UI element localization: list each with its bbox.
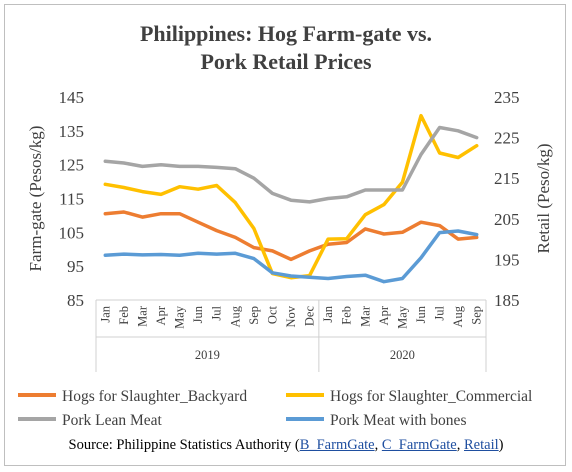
x-group-label: 2019 <box>195 348 220 362</box>
left-axis-tick-label: 115 <box>59 190 84 209</box>
source-suffix: ) <box>498 437 504 453</box>
source-separator: , <box>374 437 382 453</box>
x-tick-label: Jun <box>414 305 428 323</box>
series-line-pork-meat-with-bones <box>103 229 479 284</box>
x-tick-label: Oct <box>265 305 279 324</box>
x-tick-label: Jun <box>191 305 205 323</box>
chart-series <box>103 113 479 284</box>
x-group-label: 2020 <box>390 348 415 362</box>
right-axis-tick-label: 205 <box>494 210 520 229</box>
x-tick-label: May <box>395 305 409 329</box>
x-tick-label: Jul <box>433 305 447 320</box>
right-axis-tick-label: 185 <box>494 291 520 310</box>
legend-label: Hogs for Slaughter_Backyard <box>62 388 247 405</box>
right-axis-tick-label: 195 <box>494 250 520 269</box>
right-axis-tick-label: 225 <box>494 129 520 148</box>
source-link-retail[interactable]: Retail <box>464 437 499 453</box>
right-axis-tick-label: 215 <box>494 169 520 188</box>
x-tick-label: Jul <box>210 305 224 320</box>
chart-title: Philippines: Hog Farm-gate vs. Pork Reta… <box>0 20 572 76</box>
x-tick-label: Apr <box>377 305 391 325</box>
x-tick-label: Sep <box>470 306 484 325</box>
x-tick-label: Sep <box>247 306 261 325</box>
x-tick-label: Aug <box>451 305 465 327</box>
source-link-c-farmgate[interactable]: C_FarmGate <box>381 437 457 453</box>
left-axis-tick-label: 125 <box>59 156 85 175</box>
x-tick-label: Dec <box>303 306 317 327</box>
x-tick-label: Jan <box>321 305 335 322</box>
right-axis-tick-label: 235 <box>494 88 520 107</box>
series-line-pork-lean-meat <box>103 125 479 204</box>
right-axis-title: Retail (Peso/kg) <box>534 143 553 253</box>
x-tick-label: May <box>173 305 187 329</box>
legend-label: Pork Meat with bones <box>330 412 466 429</box>
left-axis-title: Farm-gate (Pesos/kg) <box>26 126 45 272</box>
x-tick-label: Aug <box>228 305 242 327</box>
chart-axes: 85 95 105 115 125 135 145 185 195 205 215 225 235 Far… <box>26 88 553 372</box>
x-tick-label: Jan <box>98 305 112 322</box>
left-axis-tick-label: 85 <box>67 291 84 310</box>
chart-legend: Hogs for Slaughter_Backyard Hogs for Slau… <box>18 388 532 429</box>
source-separator: , <box>456 437 464 453</box>
source-link-b-farmgate[interactable]: B_FarmGate <box>299 437 375 453</box>
x-tick-label: Apr <box>154 305 168 325</box>
left-axis-tick-label: 95 <box>67 257 84 276</box>
x-tick-label: Mar <box>358 305 372 327</box>
x-tick-label: Feb <box>340 306 354 325</box>
x-tick-label: Feb <box>117 306 131 325</box>
series-line-hogs-for-slaughter-backyard <box>103 210 479 262</box>
chart-title-line-1: Philippines: Hog Farm-gate vs. <box>139 21 433 46</box>
left-axis-tick-label: 105 <box>59 223 85 242</box>
chart-title-line-2: Pork Retail Prices <box>200 49 372 74</box>
legend-label: Hogs for Slaughter_Commercial <box>330 388 532 405</box>
source-note: Source: Philippine Statistics Authority … <box>0 437 572 454</box>
left-axis-tick-label: 135 <box>59 122 85 141</box>
left-axis-tick-label: 145 <box>59 88 85 107</box>
x-tick-label: Nov <box>284 305 298 327</box>
source-prefix: Source: Philippine Statistics Authority … <box>68 437 300 453</box>
legend-label: Pork Lean Meat <box>62 412 163 429</box>
x-tick-label: Mar <box>135 305 149 327</box>
